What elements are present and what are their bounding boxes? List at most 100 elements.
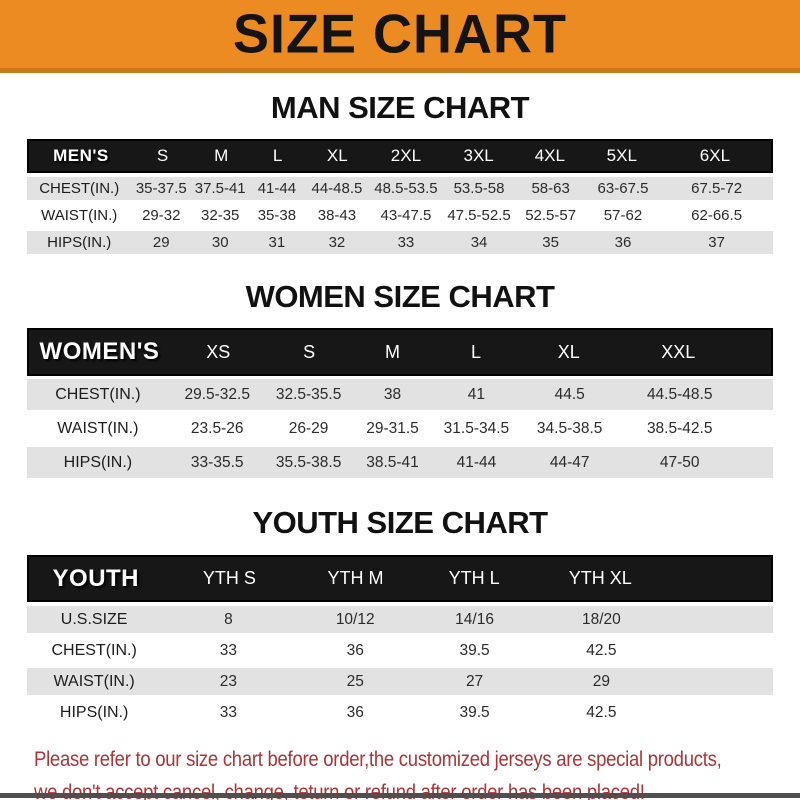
size-value-cell: 31.5-34.5 [443, 419, 510, 437]
size-value-cell: YTH L [448, 568, 500, 588]
table-row: WAIST(IN.) 29-32 32-35 35-38 38-43 43-47.5 47.… [27, 204, 773, 227]
size-value-cell: 36 [614, 234, 632, 251]
bottom-edge-line [0, 793, 800, 798]
size-value-cell: XL [326, 146, 348, 165]
size-value-cell: 48.5-53.5 [374, 180, 438, 197]
size-value-cell: 6XL [699, 146, 731, 165]
size-value-cell: 42.5 [586, 641, 617, 659]
size-value-cell: 14/16 [455, 610, 494, 628]
row-label: CHEST(IN.) [39, 180, 120, 197]
size-value-cell: 34.5-38.5 [536, 419, 603, 437]
size-value-cell: 33 [219, 641, 238, 659]
size-value-cell: 35-37.5 [135, 180, 187, 197]
table-row: CHEST(IN.) 33 36 39.5 42.5 [27, 637, 773, 664]
table-header-row: MEN'S S M L XL 2XL 3XL 4XL 5XL 6XL [27, 139, 773, 173]
size-value-cell: 52.5-57 [525, 207, 577, 224]
banner: SIZE CHART [0, 0, 800, 73]
size-value-cell: 44.5-48.5 [646, 385, 713, 403]
size-value-cell: 29 [592, 672, 610, 690]
size-value-cell: 38.5-41 [366, 453, 419, 471]
size-value-cell: 53.5-58 [453, 180, 505, 197]
size-value-cell: 38.5-42.5 [646, 419, 713, 437]
size-value-cell: 62-66.5 [691, 207, 743, 224]
row-label: HIPS(IN.) [63, 453, 133, 471]
man-size-table: MEN'S S M L XL 2XL 3XL 4XL 5XL 6XL CHEST(IN.) 35-37… [27, 139, 773, 254]
size-value-cell: 29-32 [142, 207, 181, 224]
size-value-cell: 47.5-52.5 [447, 207, 511, 224]
size-value-cell: XXL [661, 341, 696, 362]
women-size-table: WOMEN'S XS S M L XL XXL CHEST(IN.) 29.5-32.5 32.5… [27, 328, 773, 478]
size-value-cell: 35 [542, 234, 559, 251]
size-value-cell: 29 [152, 234, 170, 251]
size-value-cell: M [385, 341, 401, 362]
row-label: CHEST(IN.) [51, 641, 137, 659]
size-value-cell: 35.5-38.5 [275, 453, 342, 471]
size-value-cell: 44-47 [549, 453, 590, 471]
table-row: HIPS(IN.) 33 36 39.5 42.5 [27, 699, 773, 726]
size-value-cell: 25 [346, 672, 364, 690]
size-value-cell: 58-63 [531, 180, 570, 197]
size-value-cell: 39.5 [459, 641, 490, 659]
women-section-title: WOMEN SIZE CHART [245, 279, 555, 314]
size-value-cell: 41-44 [257, 180, 297, 197]
size-value-cell: 38-43 [317, 207, 357, 224]
size-value-cell: XL [557, 341, 580, 362]
row-label: HIPS(IN.) [59, 703, 129, 721]
size-value-cell: 30 [211, 234, 229, 251]
size-value-cell: 4XL [534, 146, 565, 165]
table-row: CHEST(IN.) 29.5-32.5 32.5-35.5 38 41 44.5 44.5… [27, 379, 773, 410]
size-value-cell: XS [206, 341, 231, 362]
size-value-cell: 29.5-32.5 [184, 385, 250, 403]
size-value-cell: 38 [383, 385, 402, 403]
table-row: HIPS(IN.) 33-35.5 35.5-38.5 38.5-41 41-44 44-… [27, 447, 773, 478]
row-label: U.S.SIZE [60, 610, 128, 628]
size-value-cell: 10/12 [335, 610, 375, 628]
size-value-cell: 32 [328, 234, 346, 251]
size-value-cell: 41-44 [456, 453, 497, 471]
youth-section-title: YOUTH SIZE CHART [252, 505, 548, 540]
table-row: CHEST(IN.) 35-37.5 37.5-41 41-44 44-48.5 48.5… [27, 177, 773, 200]
size-value-cell: 33-35.5 [190, 453, 244, 471]
size-value-cell: 39.5 [459, 703, 490, 721]
size-value-cell: YTH S [202, 568, 256, 588]
size-value-cell: 31 [268, 234, 286, 251]
size-value-cell: 42.5 [586, 703, 617, 721]
table-row: WAIST(IN.) 23 25 27 29 [27, 668, 773, 695]
row-label: CHEST(IN.) [55, 385, 141, 403]
size-value-cell: 3XL [463, 146, 494, 165]
size-value-cell: S [303, 341, 316, 362]
size-value-cell: 35-38 [257, 207, 297, 224]
row-label: WAIST(IN.) [57, 419, 139, 437]
size-value-cell: 47-50 [659, 453, 700, 471]
row-label: HIPS(IN.) [47, 234, 112, 251]
size-value-cell: 36 [346, 703, 364, 721]
size-value-cell: 44.5 [554, 385, 585, 403]
size-value-cell: 5XL [606, 146, 637, 165]
size-value-cell: M [214, 146, 229, 165]
size-value-cell: 2XL [390, 146, 422, 165]
size-value-cell: 37 [708, 234, 725, 251]
size-value-cell: S [156, 146, 169, 165]
size-value-cell: 8 [224, 610, 233, 628]
size-value-cell: 32-35 [201, 207, 240, 224]
size-value-cell: 33 [219, 703, 238, 721]
size-value-cell: 33 [397, 234, 415, 251]
row-label: WAIST(IN.) [53, 672, 135, 690]
row-label: MEN'S [53, 146, 109, 165]
size-value-cell: YTH M [327, 568, 384, 588]
table-row: HIPS(IN.) 29 30 31 32 33 34 35 36 37 [27, 231, 773, 254]
table-header-row: WOMEN'S XS S M L XL XXL [27, 328, 773, 376]
size-value-cell: 63-67.5 [597, 180, 649, 197]
man-section-title: MAN SIZE CHART [270, 90, 530, 125]
size-value-cell: 41 [467, 385, 486, 403]
disclaimer: Please refer to our size chart before or… [34, 743, 800, 800]
size-value-cell: 18/20 [581, 610, 621, 628]
size-value-cell: 43-47.5 [380, 207, 432, 224]
table-header-row: YOUTH YTH S YTH M YTH L YTH XL [27, 555, 773, 602]
size-value-cell: YTH XL [568, 568, 632, 588]
row-label: YOUTH [52, 564, 140, 592]
size-value-cell: 67.5-72 [691, 180, 743, 197]
size-value-cell: L [471, 341, 482, 362]
youth-size-table: YOUTH YTH S YTH M YTH L YTH XL U.S.SIZE 8 10/12… [27, 555, 773, 726]
